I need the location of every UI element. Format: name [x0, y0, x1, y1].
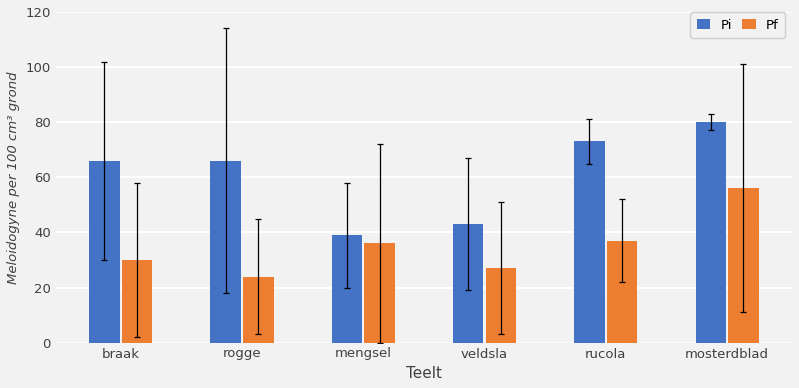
Legend: Pi, Pf: Pi, Pf [690, 12, 785, 38]
Bar [453, 224, 483, 343]
Bar [364, 243, 395, 343]
Bar [728, 188, 758, 343]
Bar [332, 235, 362, 343]
Bar [574, 142, 605, 343]
Bar [89, 161, 120, 343]
Bar [243, 277, 273, 343]
Bar [486, 268, 516, 343]
X-axis label: Teelt: Teelt [406, 366, 442, 381]
Bar [607, 241, 638, 343]
Bar [210, 161, 240, 343]
Bar [695, 122, 725, 343]
Y-axis label: Meloidogyne per 100 cm³ grond: Meloidogyne per 100 cm³ grond [7, 71, 20, 284]
Bar [122, 260, 153, 343]
